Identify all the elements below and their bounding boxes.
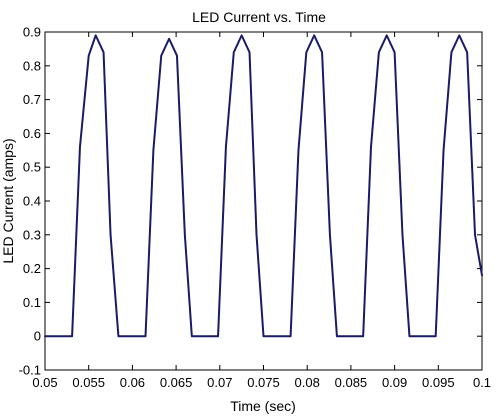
x-tick-label: 0.06 <box>120 375 145 390</box>
y-tick-label: 0.2 <box>23 261 41 276</box>
y-tick-label: 0.5 <box>23 160 41 175</box>
x-tick-label: 0.05 <box>32 375 57 390</box>
x-tick-label: 0.07 <box>207 375 232 390</box>
y-tick-label: 0.7 <box>23 92 41 107</box>
x-tick-label: 0.055 <box>72 375 105 390</box>
x-tick-label: 0.08 <box>295 375 320 390</box>
x-axis-label: Time (sec) <box>230 398 296 414</box>
led-current-line <box>44 34 483 338</box>
y-tick-label: 0.4 <box>23 194 41 209</box>
x-axis: 0.05 0.055 0.06 0.065 0.07 0.075 0.08 0.085 0.09… <box>32 32 491 390</box>
x-tick-label: 0.065 <box>160 375 193 390</box>
y-tick-label: -0.1 <box>19 363 41 378</box>
x-tick-label: 0.1 <box>473 375 491 390</box>
x-tick-label: 0.09 <box>382 375 407 390</box>
y-tick-label: 0 <box>34 329 41 344</box>
y-axis: -0.1 0 0.1 0.2 0.3 0.4 0.5 0.6 0.7 0.8 0.9 <box>19 25 482 378</box>
y-tick-label: 0.9 <box>23 25 41 40</box>
y-axis-label: LED Current (amps) <box>0 138 16 263</box>
y-tick-label: 0.8 <box>23 58 41 73</box>
chart-title: LED Current vs. Time <box>192 9 326 25</box>
y-tick-label: 0.1 <box>23 295 41 310</box>
y-tick-label: 0.3 <box>23 227 41 242</box>
x-tick-label: 0.085 <box>335 375 368 390</box>
plot-frame <box>44 31 483 371</box>
x-tick-label: 0.095 <box>422 375 455 390</box>
y-tick-label: 0.6 <box>23 126 41 141</box>
x-tick-label: 0.075 <box>247 375 280 390</box>
